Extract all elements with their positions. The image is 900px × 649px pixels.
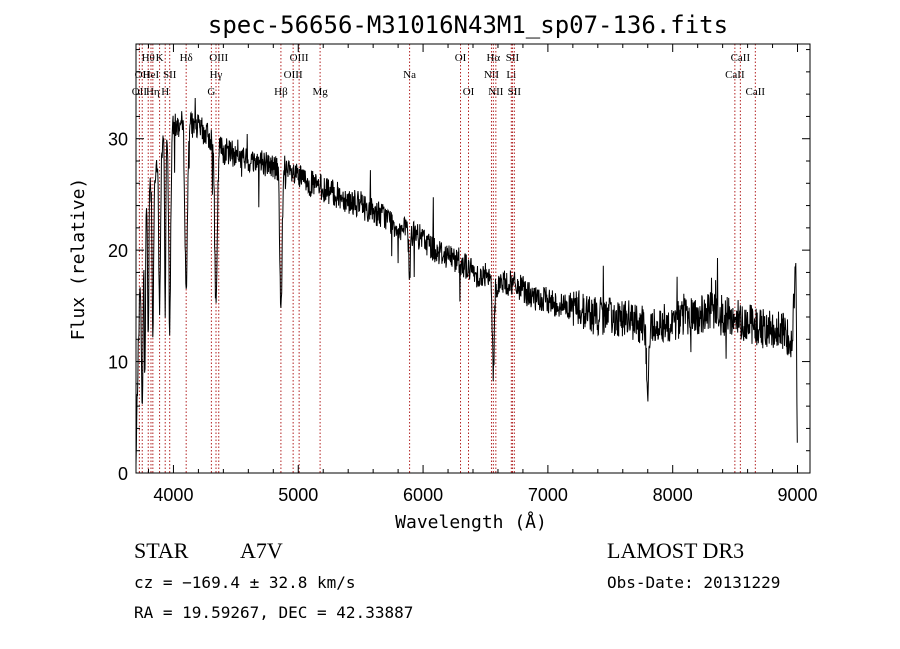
x-tick-label: 5000 <box>278 485 318 505</box>
line-marker-label: Hβ <box>274 86 288 98</box>
line-marker-label: G <box>207 86 215 98</box>
y-axis-label: Flux (relative) <box>68 178 89 341</box>
line-marker-label: CaII <box>725 69 745 81</box>
line-marker-label: OIII <box>290 52 309 64</box>
line-marker-label: H <box>161 86 169 98</box>
x-axis-label: Wavelength (Å) <box>395 511 547 533</box>
line-marker-label: Hη <box>146 86 160 98</box>
plot-frame <box>135 43 811 474</box>
x-tick-label: 7000 <box>528 485 568 505</box>
line-marker-label: OII <box>132 86 148 98</box>
line-marker-label: CaII <box>746 86 766 98</box>
line-marker-label: SII <box>508 86 522 98</box>
observation-date: Obs-Date: 20131229 <box>607 573 781 592</box>
line-marker-label: SII <box>163 69 177 81</box>
coordinates: RA = 19.59267, DEC = 42.33887 <box>134 603 414 622</box>
line-marker-label: Mg <box>312 86 328 98</box>
object-class: STAR <box>134 538 189 563</box>
line-marker-label: OIII <box>209 52 228 64</box>
line-marker-label: HeI <box>143 69 160 81</box>
line-marker-label: Hδ <box>180 52 193 64</box>
line-marker-label: OIII <box>284 69 303 81</box>
line-marker-label: OI <box>463 86 475 98</box>
x-tick-label: 4000 <box>153 485 193 505</box>
line-marker-label: CaII <box>731 52 751 64</box>
line-marker-label: NII <box>484 69 500 81</box>
y-tick-label: 10 <box>108 353 128 373</box>
y-tick-label: 20 <box>108 241 128 261</box>
spectrum-line <box>135 97 798 465</box>
chart-title: spec-56656-M31016N43M1_sp07-136.fits <box>208 11 728 39</box>
redshift-velocity: cz = −169.4 ± 32.8 km/s <box>134 573 356 592</box>
line-marker-label: Hγ <box>210 69 223 81</box>
line-marker-label: NII <box>488 86 504 98</box>
y-tick-label: 30 <box>108 130 128 150</box>
object-subclass: A7V <box>240 538 283 563</box>
line-marker-label: K <box>156 52 164 64</box>
y-tick-label: 0 <box>118 464 128 484</box>
x-tick-label: 9000 <box>777 485 817 505</box>
line-marker-label: OI <box>455 52 467 64</box>
line-marker-label: Hθ <box>142 52 155 64</box>
x-tick-label: 8000 <box>653 485 693 505</box>
survey-name: LAMOST DR3 <box>607 538 745 563</box>
line-marker-label: SII <box>506 52 520 64</box>
line-marker-label: Na <box>403 69 416 81</box>
line-marker-label: Hα <box>486 52 500 64</box>
x-tick-label: 6000 <box>403 485 443 505</box>
line-marker-label: Li <box>506 69 516 81</box>
